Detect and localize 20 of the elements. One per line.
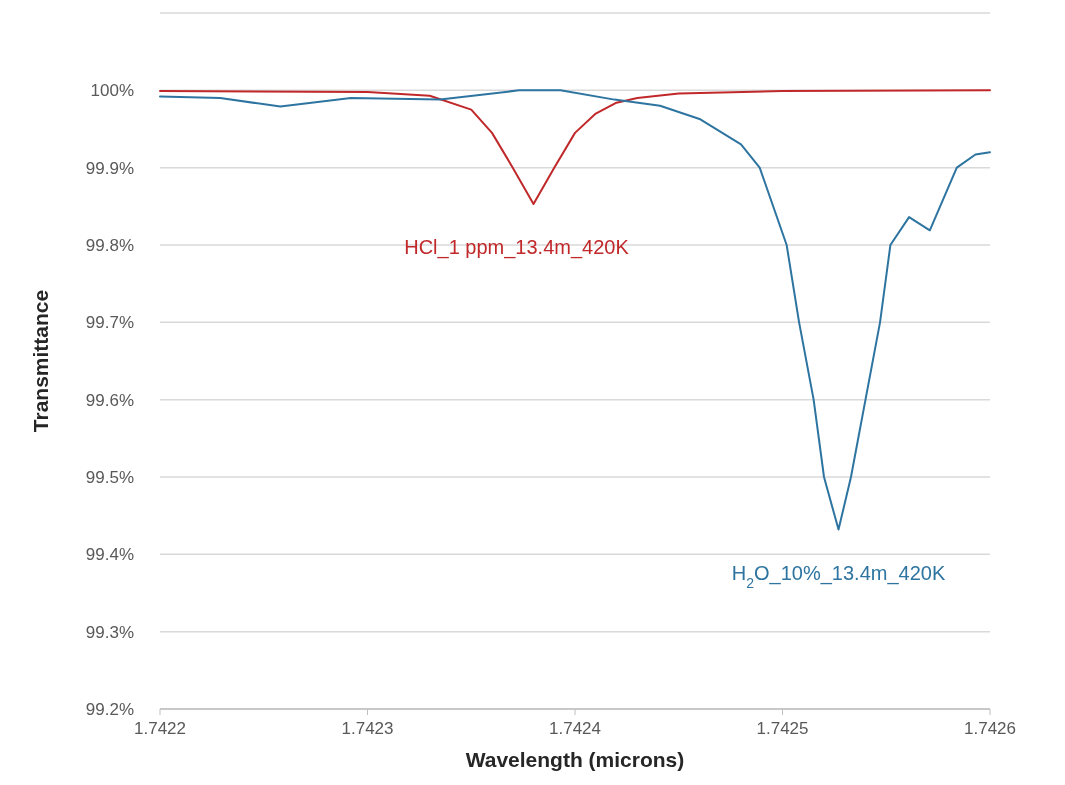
x-tick-label: 1.7424 <box>549 719 601 738</box>
y-tick-label: 99.9% <box>85 158 134 178</box>
text: H$_{2}$O_10%_13.4m_420K <box>731 561 946 591</box>
y-tick-label: 99.8% <box>85 236 134 255</box>
y-tick-label: 100% <box>90 81 134 101</box>
line-series <box>159 89 991 206</box>
x-tick-label: 1.7423 <box>341 719 394 738</box>
y-tick-label: 99.4% <box>85 545 134 565</box>
y-tick-label: 99.6% <box>85 390 134 410</box>
x-axis-title: Wavelength (microns) <box>465 748 685 771</box>
x-tick-label: 1.7425 <box>756 719 809 738</box>
y-tick-label: 99.2% <box>85 700 134 719</box>
y-tick-label: 99.7% <box>85 313 134 333</box>
x-tick-label: 1.7426 <box>964 719 1016 738</box>
y-tick-label: 99.5% <box>85 468 134 487</box>
line-series <box>159 89 991 531</box>
y-axis-title: Transmittance <box>29 289 52 433</box>
text: HCl_1 ppm_13.4m_420K <box>404 236 630 260</box>
y-tick-label: 99.3% <box>85 622 134 642</box>
x-tick-label: 1.7422 <box>134 719 186 738</box>
